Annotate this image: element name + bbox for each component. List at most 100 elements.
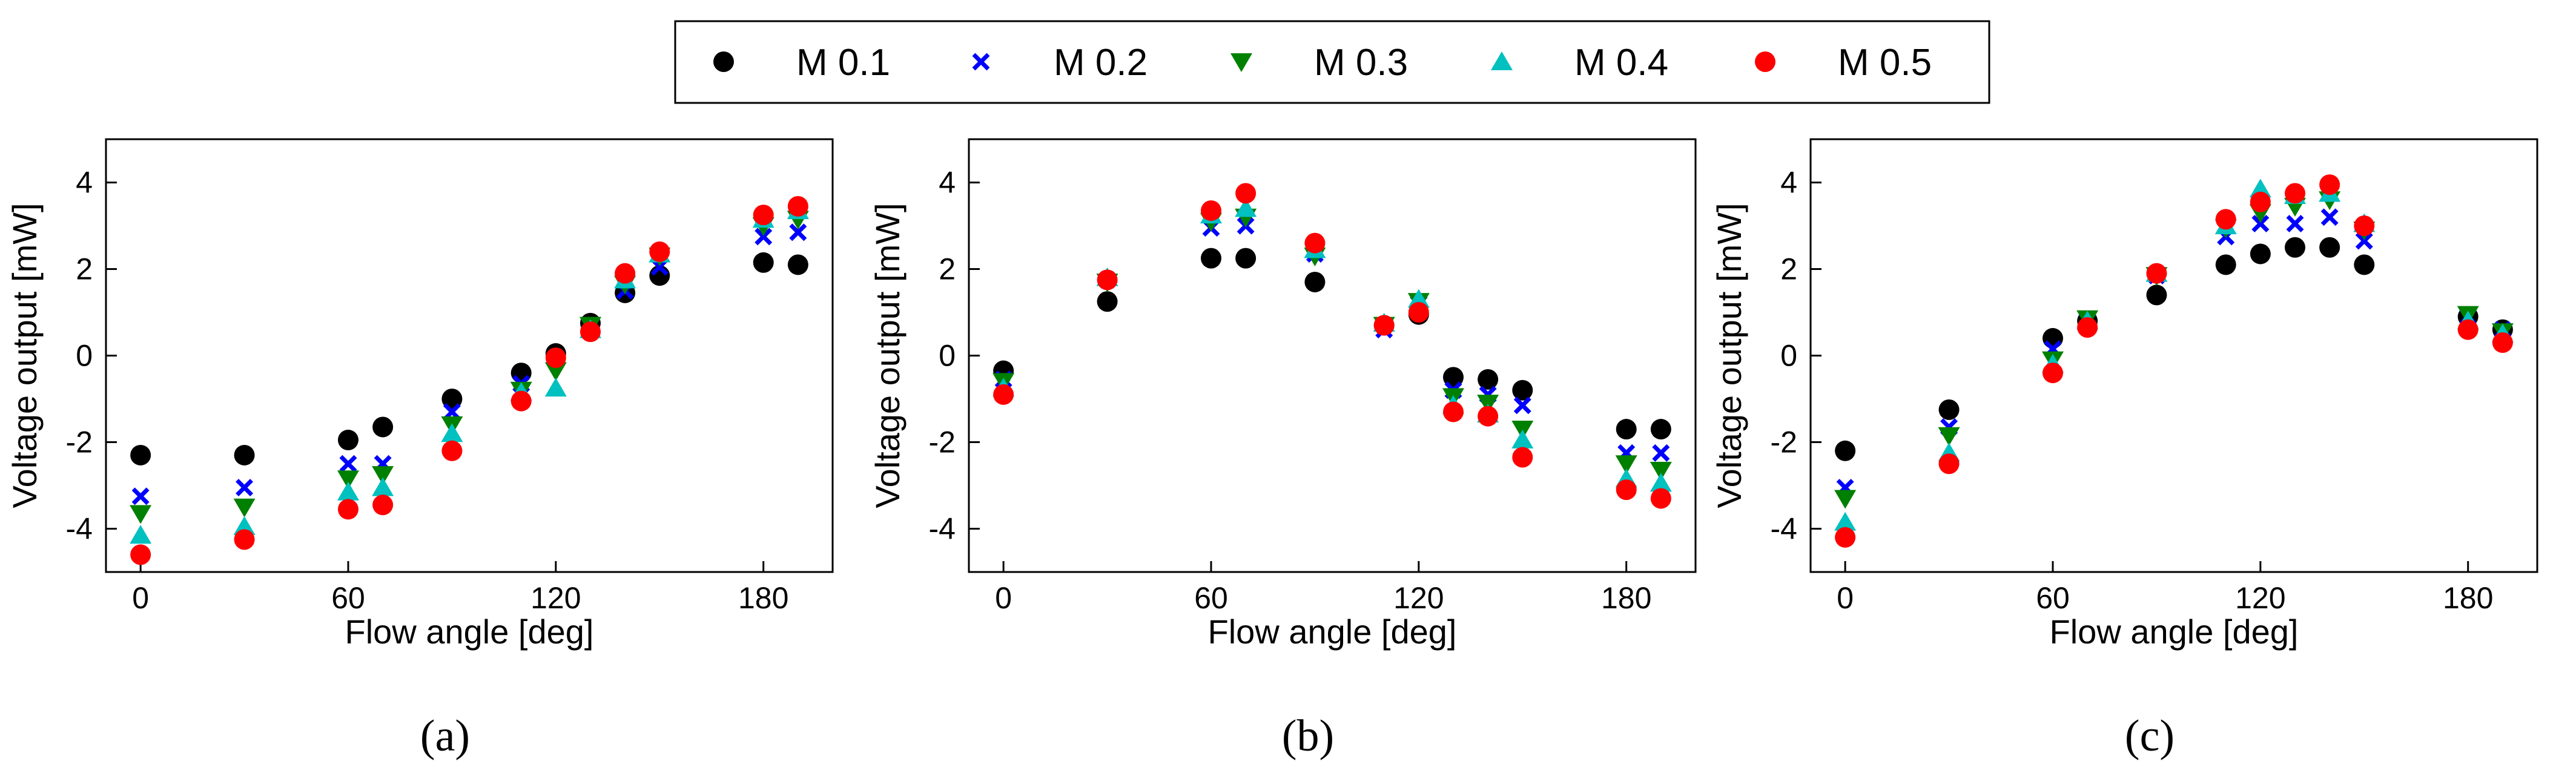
series-M-0_1 bbox=[993, 248, 1671, 440]
series-M-0_4 bbox=[992, 198, 1672, 492]
y-tick-label: -4 bbox=[929, 512, 956, 546]
data-point bbox=[372, 495, 394, 516]
data-point bbox=[130, 444, 151, 465]
data-point bbox=[753, 252, 774, 273]
data-point bbox=[1650, 488, 1671, 509]
legend-label: M 0.2 bbox=[1054, 42, 1148, 84]
y-tick-label: 0 bbox=[939, 339, 956, 373]
data-point bbox=[441, 423, 463, 442]
y-tick-label: -2 bbox=[1771, 426, 1797, 459]
plot-frame bbox=[968, 138, 1697, 573]
data-point bbox=[1616, 479, 1637, 501]
y-axis-label: Voltage output [mW] bbox=[5, 203, 44, 508]
data-point bbox=[1443, 401, 1464, 422]
data-point bbox=[993, 384, 1014, 405]
y-tick-label: 2 bbox=[939, 252, 956, 286]
data-point bbox=[2146, 263, 2167, 284]
data-point bbox=[233, 498, 256, 518]
y-axis-label: Voltage output [mW] bbox=[868, 203, 907, 508]
data-point bbox=[789, 223, 807, 242]
legend-marker bbox=[713, 51, 734, 72]
series-M-0_3 bbox=[1834, 191, 2514, 509]
data-point bbox=[2077, 317, 2098, 338]
legend: M 0.1 M 0.2 M 0.3 M 0.4 M 0.5 bbox=[674, 20, 1990, 104]
series-M-0_3 bbox=[992, 208, 1672, 481]
data-point bbox=[2250, 243, 2271, 265]
data-point bbox=[545, 347, 566, 369]
x-tick-label: 0 bbox=[995, 581, 1012, 615]
data-point bbox=[234, 529, 255, 550]
data-point bbox=[1650, 461, 1672, 481]
x-axis-label: Flow angle [deg] bbox=[345, 613, 594, 651]
legend-label: M 0.3 bbox=[1314, 42, 1408, 84]
data-point bbox=[1201, 248, 1221, 269]
data-point bbox=[372, 416, 394, 438]
data-point bbox=[1235, 198, 1257, 217]
data-point bbox=[2249, 179, 2271, 198]
x-tick-label: 120 bbox=[2235, 581, 2285, 615]
data-point bbox=[1615, 455, 1637, 475]
panel-label: (b) bbox=[1282, 711, 1334, 761]
y-tick-label: 4 bbox=[1780, 166, 1797, 200]
data-point bbox=[1834, 490, 1857, 509]
series-M-0_5 bbox=[993, 183, 1671, 509]
data-point bbox=[339, 455, 357, 473]
data-point bbox=[1097, 291, 1118, 312]
data-point bbox=[1650, 419, 1671, 440]
series-M-0_2 bbox=[994, 217, 1670, 462]
data-point bbox=[1478, 406, 1499, 427]
data-point bbox=[649, 241, 670, 262]
series-M-0_4 bbox=[1834, 179, 2514, 531]
data-point bbox=[1652, 444, 1670, 462]
series-M-0_2 bbox=[131, 223, 807, 505]
data-point bbox=[338, 499, 358, 520]
data-point bbox=[131, 487, 150, 505]
data-point bbox=[1938, 399, 1960, 420]
data-point bbox=[2457, 319, 2479, 340]
y-tick-label: -2 bbox=[929, 426, 956, 459]
data-point bbox=[1201, 200, 1221, 221]
x-tick-label: 180 bbox=[1601, 581, 1651, 615]
chart-panel: -4 -2 0 2 4 0 60 120 180 Flow angle [deg] Voltage … bbox=[868, 138, 1697, 761]
y-tick-label: -2 bbox=[66, 426, 93, 459]
legend-marker bbox=[1491, 51, 1513, 70]
data-point bbox=[544, 378, 567, 397]
data-point bbox=[130, 525, 152, 544]
data-point bbox=[2320, 208, 2339, 226]
data-point bbox=[1373, 315, 1395, 336]
data-point bbox=[130, 505, 152, 524]
series-M-0_1 bbox=[1835, 237, 2513, 461]
series-M-0_1 bbox=[130, 252, 808, 465]
data-point bbox=[1511, 429, 1534, 449]
data-point bbox=[130, 544, 151, 565]
data-point bbox=[2215, 254, 2236, 275]
data-point bbox=[510, 390, 532, 412]
data-point bbox=[2250, 191, 2271, 212]
x-tick-label: 60 bbox=[331, 581, 365, 615]
data-point bbox=[1407, 289, 1430, 308]
data-point bbox=[1835, 527, 1856, 548]
y-tick-label: -4 bbox=[66, 512, 93, 546]
x-tick-label: 120 bbox=[530, 581, 581, 615]
data-point bbox=[787, 254, 808, 275]
data-point bbox=[1650, 473, 1672, 492]
y-tick-label: 0 bbox=[1780, 339, 1797, 373]
x-tick-label: 180 bbox=[2443, 581, 2493, 615]
data-point bbox=[2285, 183, 2305, 204]
data-point bbox=[753, 205, 774, 226]
data-point bbox=[2043, 327, 2063, 349]
y-tick-label: 0 bbox=[76, 339, 93, 373]
y-tick-label: 4 bbox=[939, 166, 956, 200]
data-point bbox=[1304, 232, 1326, 254]
x-tick-label: 120 bbox=[1393, 581, 1444, 615]
chart-panel: -4 -2 0 2 4 0 60 120 180 Flow angle [deg] Voltage … bbox=[1710, 138, 2538, 761]
data-point bbox=[236, 479, 254, 497]
data-point bbox=[787, 196, 808, 217]
data-point bbox=[544, 362, 567, 381]
series-M-0_3 bbox=[130, 211, 809, 524]
data-point bbox=[1304, 271, 1326, 292]
data-point bbox=[1235, 183, 1257, 204]
panel-label: (a) bbox=[420, 711, 470, 761]
data-point bbox=[2492, 332, 2513, 353]
